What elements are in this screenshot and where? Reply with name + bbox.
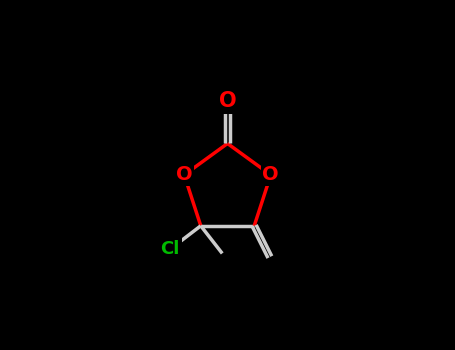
Text: O: O (176, 166, 192, 184)
Text: Cl: Cl (161, 240, 180, 258)
Text: O: O (219, 91, 236, 112)
Text: O: O (263, 166, 279, 184)
